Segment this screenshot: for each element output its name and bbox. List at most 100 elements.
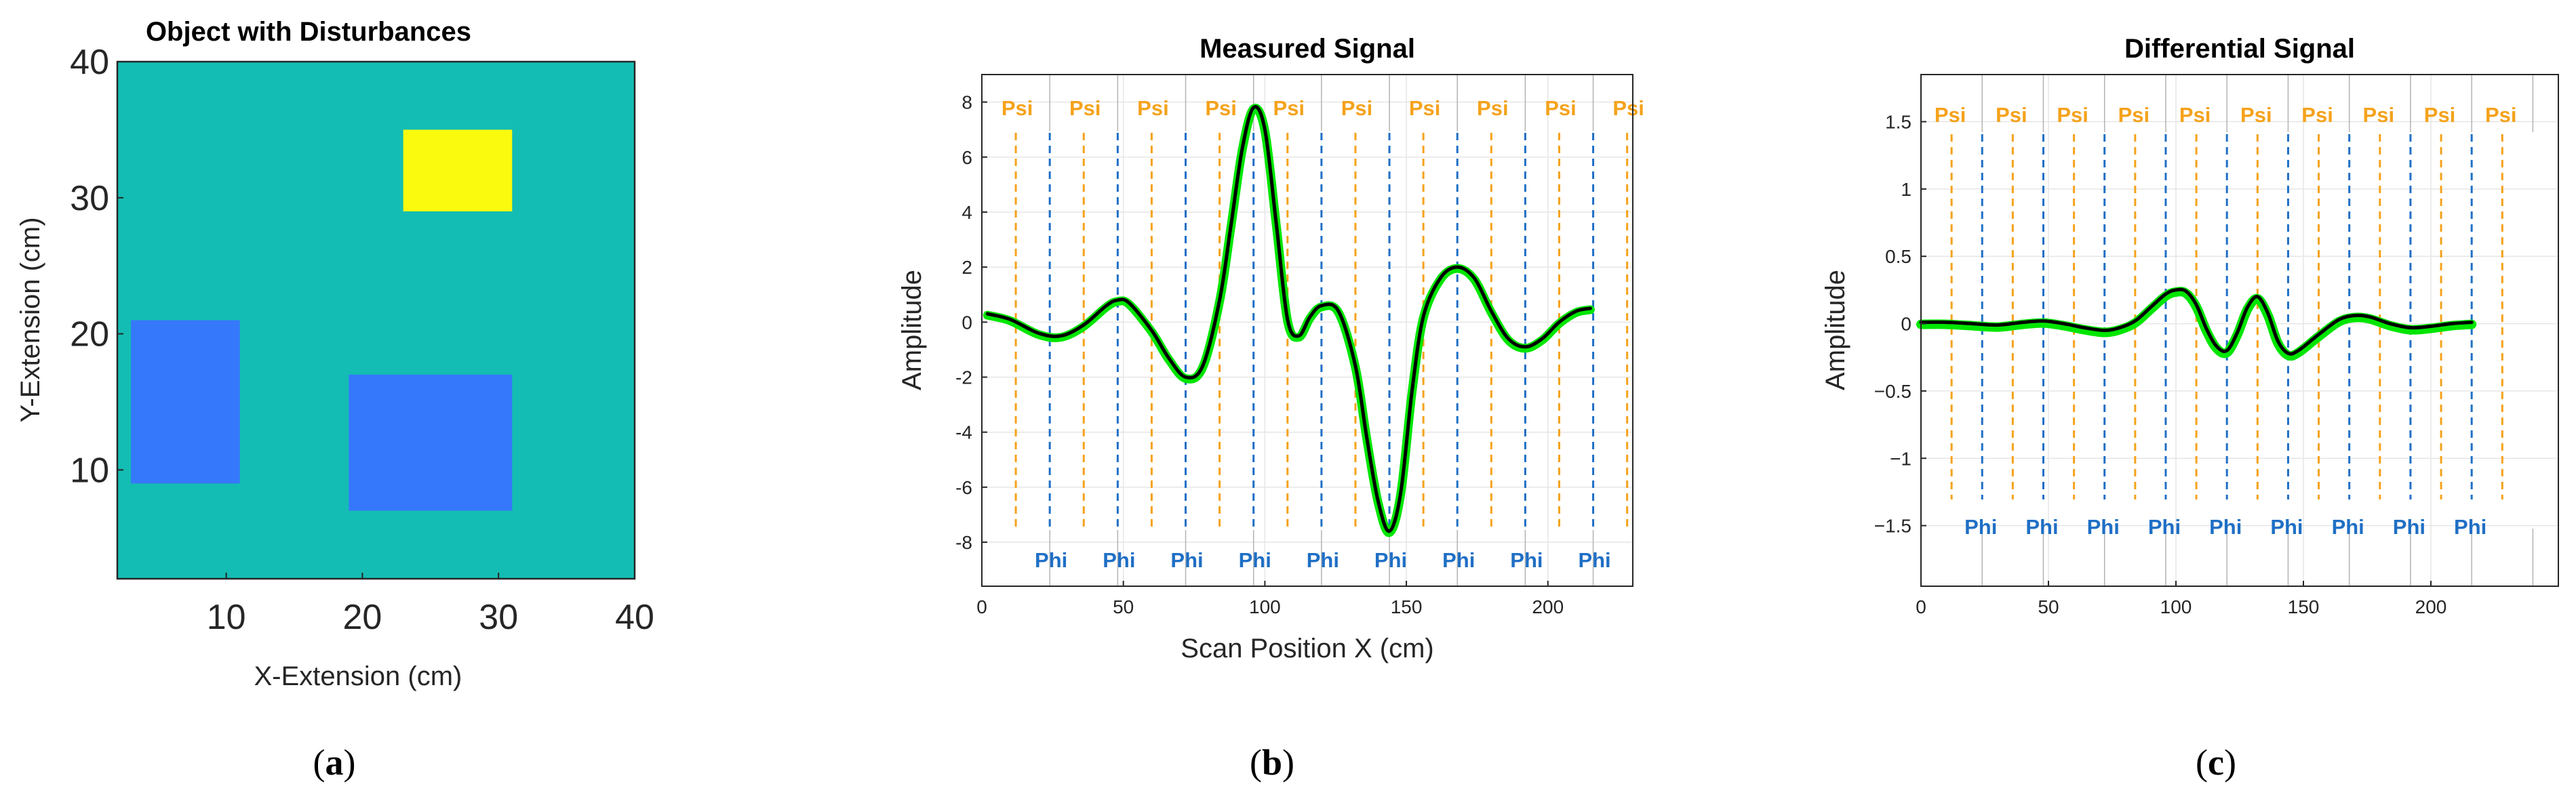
y-tick-label: −1.5 — [1874, 516, 1911, 537]
psi-label: Psi — [1273, 96, 1305, 120]
phi-label: Phi — [1307, 548, 1339, 572]
y-tick-label: 10 — [70, 451, 109, 490]
x-tick-label: 200 — [1532, 596, 1564, 617]
y-tick-label: 2 — [962, 257, 972, 278]
y-tick-label: 20 — [70, 315, 109, 354]
x-tick-label: 100 — [2160, 596, 2192, 617]
y-tick-label: −0.5 — [1874, 381, 1911, 402]
heatmap-region-1 — [403, 129, 513, 211]
panel-b-title: Measured Signal — [1200, 34, 1415, 64]
panel-c-label-dividers — [1981, 75, 2534, 586]
panel-a-ylabel: Y-Extension (cm) — [16, 217, 45, 422]
phi-label: Phi — [2454, 515, 2486, 539]
x-tick-label: 40 — [615, 598, 654, 637]
y-tick-label: 40 — [70, 43, 109, 82]
panel-a-xlabel: X-Extension (cm) — [254, 661, 462, 691]
panel-c-title: Differential Signal — [2124, 34, 2355, 64]
panel-c-ticks: 0 50 100 150 200 −1.5 −1 −0.5 0 0.5 1 1.5 — [1874, 112, 2447, 617]
panel-b-label-dividers — [1049, 75, 1594, 586]
psi-label: Psi — [2179, 103, 2211, 127]
x-tick-label: 0 — [1916, 596, 1926, 617]
panel-a-axes-box — [116, 60, 636, 580]
x-tick-label: 150 — [2288, 596, 2320, 617]
phi-label: Phi — [1964, 515, 1997, 539]
psi-label: Psi — [2301, 103, 2333, 127]
panel-b-series — [983, 104, 1595, 537]
panel-a-title: Object with Disturbances — [146, 17, 471, 47]
caption-b: (b) — [1250, 742, 1294, 783]
phi-label: Phi — [1510, 548, 1543, 572]
caption-b-letter: b — [1262, 742, 1282, 783]
phi-label: Phi — [2270, 515, 2303, 539]
psi-label: Psi — [2363, 103, 2395, 127]
y-tick-label: −1 — [1890, 448, 1911, 469]
psi-label: Psi — [1341, 96, 1373, 120]
phi-label: Phi — [1103, 548, 1135, 572]
panel-b-ylabel: Amplitude — [897, 270, 927, 390]
panel-c-axes-box — [1920, 74, 2559, 587]
psi-label: Psi — [2118, 103, 2150, 127]
panel-c-psi-phi-markers: Psi Psi Psi Psi Psi Psi Psi Psi Psi Psi Phi Phi Phi P… — [1935, 103, 2517, 539]
caption-c: (c) — [2196, 742, 2236, 783]
svg-text:(c): (c) — [2196, 742, 2236, 783]
psi-label: Psi — [1545, 96, 1577, 120]
x-tick-label: 50 — [1113, 596, 1134, 617]
psi-label: Psi — [1996, 103, 2027, 127]
x-tick-label: 0 — [976, 596, 987, 617]
panel-a-heatmap: Object with Disturbances 10 20 30 40 10 20 30 4… — [16, 17, 654, 691]
phi-label: Phi — [1374, 548, 1407, 572]
phi-label: Phi — [1578, 548, 1610, 572]
heatmap-region-3 — [349, 374, 513, 511]
panel-b-line-chart: Measured Signal Psi Psi Psi Psi Psi Psi Psi Psi… — [897, 34, 1644, 663]
psi-label: Psi — [1612, 96, 1644, 120]
phi-label: Phi — [2209, 515, 2242, 539]
y-tick-label: 6 — [962, 147, 972, 168]
phi-label: Phi — [1035, 548, 1067, 572]
y-tick-label: -4 — [955, 422, 972, 443]
x-tick-label: 30 — [479, 598, 518, 637]
y-tick-label: 4 — [962, 202, 972, 223]
psi-label: Psi — [2424, 103, 2456, 127]
panel-b-psi-phi-markers: Psi Psi Psi Psi Psi Psi Psi Psi Psi Psi Phi Phi Phi P… — [1002, 96, 1644, 572]
panel-c-series — [1916, 287, 2477, 361]
heatmap-regions — [117, 62, 635, 579]
panel-a-ticks: 10 20 30 40 10 20 30 40 — [70, 43, 654, 637]
psi-label: Psi — [1002, 96, 1033, 120]
series-line — [1919, 287, 2474, 356]
x-tick-label: 100 — [1249, 596, 1281, 617]
y-tick-label: 0 — [1901, 314, 1911, 335]
psi-label: Psi — [1477, 96, 1509, 120]
series-line — [985, 105, 1592, 533]
phi-label: Phi — [1170, 548, 1203, 572]
psi-label: Psi — [1409, 96, 1441, 120]
caption-c-letter: c — [2208, 742, 2224, 783]
y-tick-label: 1.5 — [1885, 112, 1911, 133]
caption-a: (a) — [313, 742, 356, 783]
psi-label: Psi — [1069, 96, 1101, 120]
psi-label: Psi — [1205, 96, 1237, 120]
phi-label: Phi — [2148, 515, 2181, 539]
x-tick-label: 150 — [1391, 596, 1423, 617]
x-tick-label: 20 — [342, 598, 382, 637]
psi-label: Psi — [1137, 96, 1169, 120]
svg-text:(a): (a) — [313, 742, 356, 783]
panel-b-ticks: 0 50 100 150 200 -8 -6 -4 -2 0 2 4 6 8 — [955, 92, 1564, 617]
phi-label: Phi — [2025, 515, 2058, 539]
y-tick-label: 8 — [962, 92, 972, 113]
y-tick-label: 0 — [962, 312, 972, 333]
panel-c-ylabel: Amplitude — [1821, 270, 1850, 390]
phi-label: Phi — [2087, 515, 2120, 539]
x-tick-label: 200 — [2415, 596, 2447, 617]
y-tick-label: -2 — [955, 367, 972, 388]
y-tick-label: -6 — [955, 477, 972, 498]
heatmap-region-2 — [131, 320, 240, 484]
x-tick-label: 10 — [207, 598, 246, 637]
svg-text:(b): (b) — [1250, 742, 1294, 783]
y-tick-label: 0.5 — [1885, 246, 1911, 267]
caption-a-letter: a — [325, 742, 344, 783]
y-tick-label: 30 — [70, 179, 109, 218]
psi-label: Psi — [2057, 103, 2088, 127]
psi-label: Psi — [1935, 103, 1966, 127]
phi-label: Phi — [1442, 548, 1475, 572]
